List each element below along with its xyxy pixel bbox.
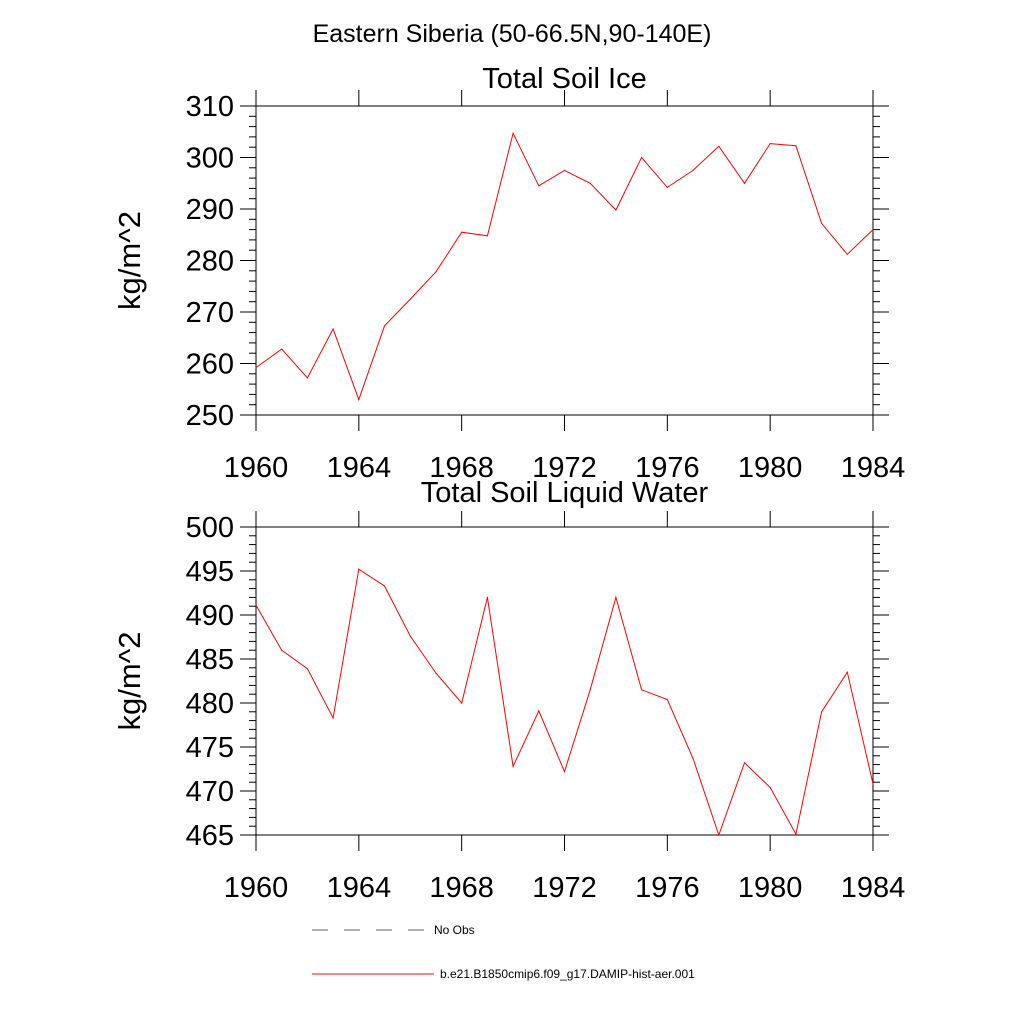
- data-point: [281, 348, 283, 350]
- data-point: [769, 786, 771, 789]
- x-tick-label: 1984: [841, 452, 906, 484]
- x-tick-label: 1964: [327, 452, 392, 484]
- data-point: [795, 145, 797, 147]
- data-point: [589, 182, 591, 184]
- data-point: [872, 783, 874, 785]
- data-point: [358, 399, 360, 401]
- x-tick-label: 1960: [224, 452, 289, 484]
- data-point: [641, 156, 643, 159]
- data-point: [666, 698, 668, 701]
- data-point: [281, 649, 283, 651]
- x-tick-label: 1968: [429, 872, 494, 904]
- data-point: [512, 132, 514, 134]
- data-point: [409, 298, 411, 300]
- data-point: [538, 185, 540, 187]
- y-tick-label: 310: [186, 91, 234, 123]
- data-point: [821, 711, 823, 713]
- data-point: [486, 235, 488, 237]
- x-tick-label: 1960: [224, 872, 289, 904]
- y-tick-label: 490: [186, 600, 234, 632]
- data-point: [589, 689, 591, 691]
- panel-title: Total Soil Ice: [482, 63, 646, 95]
- y-tick-label: 465: [186, 820, 234, 852]
- plot-frame: [255, 105, 874, 416]
- data-point: [718, 145, 720, 147]
- legend-label-model: b.e21.B1850cmip6.f09_g17.DAMIP-hist-aer.…: [440, 967, 695, 981]
- y-axis-label: kg/m^2: [112, 632, 147, 731]
- data-point: [743, 762, 746, 764]
- data-point: [358, 568, 360, 570]
- y-tick-label: 300: [186, 143, 234, 175]
- data-point: [795, 833, 797, 835]
- y-axis-label: kg/m^2: [112, 211, 147, 310]
- data-point: [255, 604, 257, 606]
- y-tick-label: 500: [186, 512, 234, 544]
- data-point: [383, 325, 386, 327]
- data-point: [512, 765, 514, 768]
- data-point: [641, 689, 643, 691]
- chart-panel-soil-liquid-water: Total Soil Liquid Water kg/m^2 465 470 475 48…: [112, 477, 905, 904]
- data-point: [486, 596, 488, 599]
- data-point: [666, 186, 668, 188]
- x-tick-label: 1968: [429, 452, 494, 484]
- y-tick-label: 480: [186, 688, 234, 720]
- data-point: [461, 702, 463, 704]
- x-tick-label: 1980: [738, 452, 803, 484]
- x-tick-label: 1976: [635, 452, 700, 484]
- data-point: [692, 169, 694, 171]
- data-point: [692, 757, 694, 760]
- y-tick-label: 290: [186, 194, 234, 226]
- x-tick-label: 1972: [532, 452, 597, 484]
- x-tick-label: 1976: [635, 872, 700, 904]
- legend-label-no-obs: No Obs: [434, 923, 475, 937]
- data-point: [846, 253, 848, 255]
- panel-title: Total Soil Liquid Water: [421, 477, 709, 509]
- y-tick-label: 280: [186, 246, 234, 278]
- y-tick-label: 495: [186, 556, 234, 588]
- chart-panel-soil-ice: Total Soil Ice kg/m^2 250 260 270 280 290 300 31…: [112, 63, 905, 484]
- data-point: [615, 209, 617, 211]
- data-point: [615, 596, 617, 599]
- data-point: [383, 585, 386, 587]
- x-tick-label: 1964: [327, 872, 392, 904]
- data-point: [563, 771, 566, 773]
- data-point: [538, 710, 540, 712]
- data-point: [306, 668, 308, 670]
- y-tick-label: 260: [186, 349, 234, 381]
- y-tick-label: 475: [186, 732, 234, 764]
- y-tick-label: 250: [186, 400, 234, 432]
- data-point: [743, 182, 746, 184]
- data-point: [821, 222, 823, 224]
- data-point: [332, 328, 334, 330]
- data-point: [409, 635, 411, 637]
- x-tick-label: 1980: [738, 872, 803, 904]
- data-point: [255, 367, 257, 369]
- data-point: [563, 169, 566, 171]
- data-point: [435, 271, 437, 273]
- figure-title: Eastern Siberia (50-66.5N,90-140E): [313, 20, 712, 48]
- series-line: [255, 568, 874, 837]
- x-tick-label: 1972: [532, 872, 597, 904]
- plot-frame: [255, 526, 874, 836]
- data-point: [435, 672, 437, 674]
- data-point: [461, 231, 463, 233]
- x-tick-label: 1984: [841, 872, 906, 904]
- data-point: [718, 834, 720, 836]
- legend: No Obs b.e21.B1850cmip6.f09_g17.DAMIP-hi…: [312, 923, 695, 981]
- data-point: [306, 377, 308, 379]
- y-tick-label: 270: [186, 297, 234, 329]
- y-tick-label: 470: [186, 776, 234, 808]
- series-line: [255, 131, 874, 402]
- data-point: [872, 229, 874, 231]
- data-point: [769, 143, 771, 145]
- y-tick-label: 485: [186, 644, 234, 676]
- data-point: [332, 717, 334, 719]
- data-point: [846, 671, 848, 673]
